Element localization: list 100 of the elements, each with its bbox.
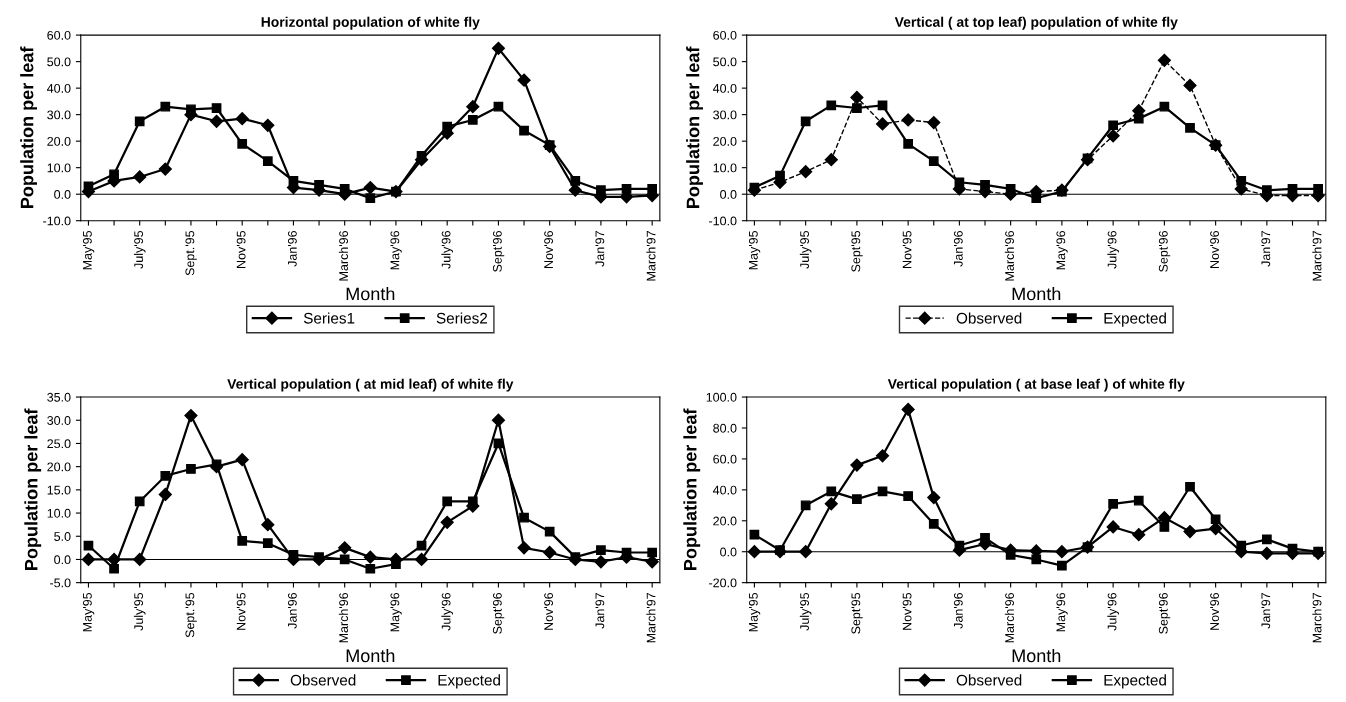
y-tick-label: -10.0 (709, 216, 737, 226)
y-tick-label: 25.0 (47, 439, 71, 449)
x-tick-label: July'96 (441, 230, 453, 269)
x-tick-label: March'97 (1312, 593, 1322, 643)
y-tick-label: 60.0 (713, 30, 737, 40)
x-tick-label: July'95 (799, 592, 812, 631)
x-tick-label: Jan'97 (595, 593, 605, 629)
y-tick-label: 30.0 (47, 416, 71, 425)
x-tick-label: March'97 (646, 593, 656, 643)
y-tick-label: 50.0 (47, 57, 71, 67)
y-tick-label: 20.0 (713, 136, 737, 146)
y-tick-label: 30.0 (47, 110, 71, 120)
x-tick-label: Sept'95 (851, 230, 863, 272)
y-tick-label: -20.0 (709, 578, 737, 588)
x-tick-label: May'96 (390, 592, 402, 632)
y-tick-label: -5.0 (50, 578, 71, 588)
x-tick-label: Sept'96 (1158, 592, 1171, 634)
x-tick-label: Jan'96 (287, 592, 297, 629)
x-tick-label: July'96 (441, 592, 453, 631)
y-tick-label: 40.0 (712, 485, 737, 495)
y-tick-label: 60.0 (713, 454, 737, 464)
x-tick-label: Jan'96 (953, 230, 963, 267)
x-tick-label: March'97 (646, 231, 656, 281)
y-axis-title: Population per leaf (20, 46, 37, 208)
x-tick-label: Jan'97 (1261, 231, 1271, 267)
x-tick-label: July'96 (1107, 592, 1119, 631)
y-tick-label: 10.0 (47, 163, 71, 173)
x-tick-label: Nov'96 (1210, 592, 1219, 630)
x-tick-label: May'95 (748, 592, 761, 632)
x-tick-label: Sept'96 (1158, 230, 1171, 272)
x-tick-label: Sept'95 (851, 592, 863, 634)
chart-title: Vertical population ( at mid leaf) of white fly (227, 378, 514, 392)
x-tick-label: Sept'96 (492, 230, 505, 272)
x-tick-label: Nov'96 (1210, 230, 1219, 268)
x-axis-title: Month (1012, 287, 1061, 301)
x-axis-title: Month (346, 287, 395, 301)
y-tick-label: 60.0 (47, 30, 71, 40)
chart-title: Horizontal population of white fly (261, 16, 480, 30)
x-tick-label: Nov'95 (236, 230, 246, 268)
x-tick-label: May'96 (1056, 230, 1068, 270)
y-tick-label: 40.0 (712, 83, 737, 93)
x-tick-label: March'96 (338, 592, 349, 643)
y-tick-label: 0.0 (54, 555, 71, 565)
x-tick-label: Jan'97 (595, 231, 605, 267)
y-tick-label: 50.0 (713, 57, 737, 67)
y-tick-label: 20.0 (47, 136, 71, 146)
x-tick-label: Nov'96 (544, 592, 554, 630)
x-tick-label: May'95 (82, 230, 95, 270)
legend-label: Expected (438, 674, 500, 689)
x-tick-label: Nov'95 (236, 592, 246, 630)
x-axis-title: Month (1012, 648, 1061, 663)
x-tick-label: May'96 (1056, 592, 1068, 632)
x-tick-label: Nov'95 (902, 592, 912, 630)
y-axis-title: Population per leaf (686, 46, 703, 208)
legend-label: Observed (290, 674, 356, 686)
x-tick-label: Jan'96 (953, 592, 963, 629)
legend-label: Expected (1104, 674, 1166, 689)
y-tick-label: 15.0 (47, 485, 71, 495)
x-tick-label: March'96 (1004, 592, 1014, 643)
y-axis-title: Population per leaf (683, 408, 701, 570)
chart-title: Vertical ( at top leaf) population of white fly (894, 16, 1178, 30)
y-tick-label: 40.0 (47, 83, 71, 93)
y-tick-label: 5.0 (54, 532, 71, 541)
x-tick-label: March'96 (338, 230, 349, 281)
x-tick-label: Sept.'95 (185, 230, 197, 276)
legend-label: Observed (956, 674, 1022, 686)
x-tick-label: Jan'96 (287, 230, 297, 267)
x-tick-label: March'96 (1004, 230, 1014, 281)
x-tick-label: March'97 (1312, 231, 1322, 281)
y-tick-label: -10.0 (43, 216, 71, 226)
y-tick-label: 30.0 (713, 110, 737, 120)
x-tick-label: July'95 (133, 230, 146, 269)
y-tick-label: 0.0 (720, 547, 737, 557)
legend-label: Expected (1104, 312, 1166, 327)
y-tick-label: 35.0 (47, 392, 71, 402)
y-axis-title: Population per leaf (24, 408, 42, 570)
legend-label: Series1 (303, 312, 355, 324)
y-tick-label: 20.0 (713, 516, 737, 526)
chart-title: Vertical population ( at base leaf ) of white fly (887, 378, 1185, 392)
x-tick-label: May'96 (390, 230, 402, 270)
x-tick-label: Nov'95 (902, 230, 912, 268)
y-tick-label: 80.0 (713, 423, 737, 433)
x-tick-label: Sept'96 (492, 592, 505, 634)
legend-label: Observed (956, 312, 1022, 324)
x-tick-label: Sept.'95 (185, 592, 197, 638)
y-tick-label: 10.0 (713, 163, 737, 173)
x-tick-label: July'95 (799, 230, 812, 269)
x-tick-label: May'95 (748, 230, 761, 270)
x-axis-title: Month (346, 648, 395, 663)
x-tick-label: July'96 (1107, 230, 1119, 269)
y-tick-label: 100.0 (706, 392, 737, 402)
y-tick-label: 0.0 (720, 190, 737, 199)
x-tick-label: July'95 (133, 592, 146, 631)
x-tick-label: Jan'97 (1261, 593, 1271, 629)
x-tick-label: May'95 (82, 592, 95, 632)
y-tick-label: 20.0 (47, 462, 71, 472)
y-tick-label: 10.0 (47, 508, 71, 518)
x-tick-label: Nov'96 (544, 230, 554, 268)
legend-label: Series2 (436, 312, 488, 324)
y-tick-label: 0.0 (54, 190, 71, 199)
